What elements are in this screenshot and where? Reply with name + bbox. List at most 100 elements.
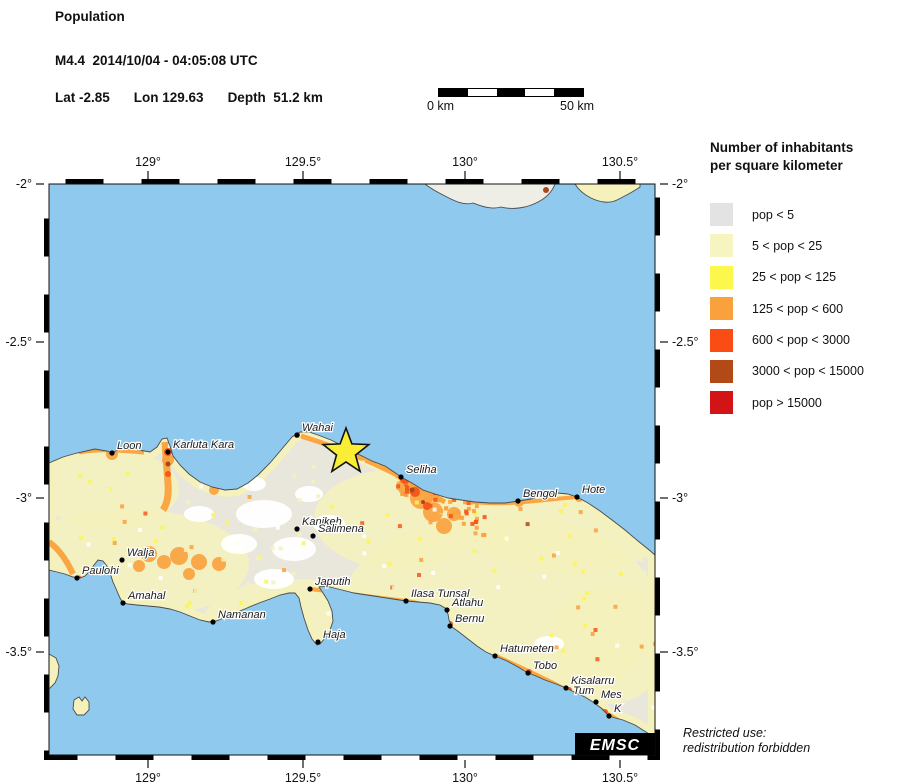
legend: Number of inhabitants per square kilomet… <box>710 139 905 423</box>
place-label: Haja <box>323 629 346 641</box>
legend-swatch <box>710 265 733 289</box>
map-svg: Loon Karluta Kara Wahai Seliha Bengol Hote Kan… <box>5 155 698 782</box>
place-label: Hote <box>582 484 605 496</box>
place-dot <box>210 619 216 625</box>
scale-segment <box>439 89 468 96</box>
axis-tick-label: -2.5° <box>672 335 699 349</box>
place-dot <box>120 600 126 606</box>
place-label: K <box>614 703 622 715</box>
place-label: Amahal <box>127 590 166 602</box>
axis-tick-label: -2° <box>672 177 688 191</box>
legend-label: 25 < pop < 125 <box>752 270 837 285</box>
place-label: Bernu <box>455 613 484 625</box>
land-layer: Loon Karluta Kara Wahai Seliha Bengol Hote Kan… <box>49 184 655 739</box>
place-label: Mes <box>601 689 622 701</box>
scale-segment <box>554 89 583 96</box>
place-dot <box>307 586 313 592</box>
legend-row: pop < 5 <box>710 203 905 226</box>
place-label: Wahai <box>302 422 334 434</box>
epicenter-star <box>321 425 371 474</box>
event-magnitude: M4.4 <box>55 53 86 68</box>
place-label: Tum <box>573 685 594 697</box>
event-lat: Lat -2.85 <box>55 90 110 105</box>
legend-swatch <box>710 234 733 258</box>
place-dot <box>492 653 498 659</box>
legend-label: 3000 < pop < 15000 <box>752 364 864 379</box>
place-label: Salimena <box>318 523 364 535</box>
restricted-line2: redistribution forbidden <box>683 741 811 755</box>
axis-tick-label: 129.5° <box>285 155 321 169</box>
event-lon: Lon 129.63 <box>133 90 204 105</box>
place-label: Namanan <box>218 609 266 621</box>
emsc-logo: EMSC <box>575 733 655 755</box>
scale-label-fifty: 50 km <box>560 99 595 113</box>
legend-title-line1: Number of inhabitants <box>710 140 854 155</box>
legend-swatch <box>710 328 733 352</box>
scale-segment <box>525 89 555 96</box>
legend-swatch <box>710 359 733 383</box>
place-label: Kanikeh <box>302 516 342 528</box>
place-dot <box>574 494 580 500</box>
place-dot <box>606 713 612 719</box>
place-dot <box>294 526 300 532</box>
emsc-logo-text: EMSC <box>590 737 640 754</box>
axis-tick-label: -2° <box>16 177 32 191</box>
place-label: Kisalarru <box>571 675 614 687</box>
axis-tick-label: -3° <box>672 491 688 505</box>
legend-label: pop > 15000 <box>752 395 822 410</box>
place-dot <box>310 533 316 539</box>
scale-label-zero: 0 km <box>427 99 455 113</box>
map-scale-bar <box>438 88 584 97</box>
axis-tick-label: -3° <box>16 491 32 505</box>
legend-label: 125 < pop < 600 <box>752 301 844 316</box>
legend-title: Number of inhabitants per square kilomet… <box>710 139 905 175</box>
place-label: Walja <box>127 547 154 559</box>
place-dot <box>563 685 569 691</box>
event-line: M4.4 2014/10/04 - 04:05:08 UTC <box>55 53 258 68</box>
place-label: Ilasa Tunsal <box>411 588 470 600</box>
restricted-line1: Restricted use: <box>683 726 767 740</box>
place-label: Japutih <box>314 576 350 588</box>
place-dot <box>315 639 321 645</box>
axis-tick-label: 130° <box>452 155 478 169</box>
axis-tick-label: 129° <box>135 155 161 169</box>
legend-title-line2: per square kilometer <box>710 158 843 173</box>
legend-row: 125 < pop < 600 <box>710 297 905 321</box>
axis-tick-label: 130.5° <box>602 771 638 782</box>
legend-row: 3000 < pop < 15000 <box>710 359 905 383</box>
place-dot <box>447 623 453 629</box>
place-label: Atlahu <box>451 597 483 609</box>
map-canvas: Loon Karluta Kara Wahai Seliha Bengol Hote Kan… <box>5 155 698 782</box>
legend-row: 5 < pop < 25 <box>710 234 905 258</box>
legend-label: 5 < pop < 25 <box>752 238 823 253</box>
place-label: Loon <box>117 440 141 452</box>
legend-row: pop > 15000 <box>710 391 905 415</box>
legend-label: 600 < pop < 3000 <box>752 333 851 348</box>
place-label: Karluta Kara <box>173 439 234 451</box>
axis-tick-label: -2.5° <box>5 335 32 349</box>
place-labels: Loon Karluta Kara Wahai Seliha Bengol Hote Kan… <box>74 421 623 719</box>
restricted-note: Restricted use: redistribution forbidden <box>683 726 810 756</box>
place-label: Tobo <box>533 660 557 672</box>
legend-label: pop < 5 <box>752 207 795 222</box>
axis: 129° 129.5° 130° 130.5° 129° 129.5° 130° 130.5°… <box>5 155 698 782</box>
page-title: Population <box>55 9 125 24</box>
scale-segment <box>496 89 526 96</box>
place-label: Bengol <box>523 488 558 500</box>
map-frame <box>44 179 660 760</box>
event-location-line: Lat -2.85 Lon 129.63 Depth 51.2 km <box>55 90 347 105</box>
place-dot <box>515 498 521 504</box>
place-dot <box>119 557 125 563</box>
legend-swatch <box>710 391 733 415</box>
place-dot <box>109 450 115 456</box>
legend-row: 600 < pop < 3000 <box>710 328 905 352</box>
place-dot <box>444 607 450 613</box>
legend-row: 25 < pop < 125 <box>710 265 905 289</box>
legend-swatch <box>710 297 733 321</box>
place-label: Paulohi <box>82 565 119 577</box>
axis-tick-label: 129.5° <box>285 771 321 782</box>
event-datetime: 2014/10/04 - 04:05:08 UTC <box>92 53 258 68</box>
axis-tick-label: -3.5° <box>672 645 699 659</box>
axis-tick-label: -3.5° <box>5 645 32 659</box>
